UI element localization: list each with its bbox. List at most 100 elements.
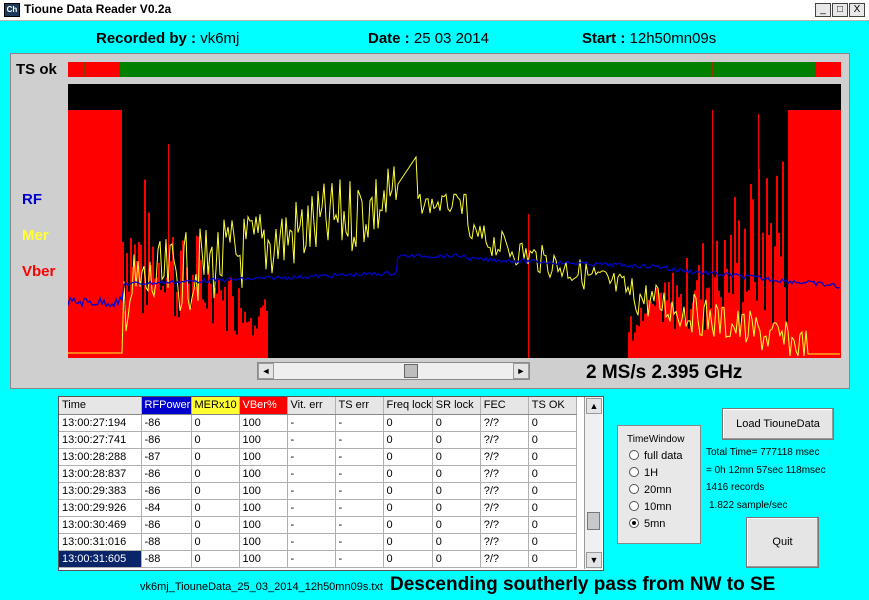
table-cell[interactable]: 13:00:30:469 — [59, 516, 142, 534]
table-cell[interactable]: -86 — [141, 482, 192, 500]
table-cell[interactable]: ?/? — [480, 499, 529, 517]
table-cell[interactable]: 13:00:31:016 — [59, 533, 142, 551]
radio-10mn[interactable]: 10mn — [629, 501, 672, 513]
table-cell[interactable]: 0 — [432, 516, 481, 534]
table-cell[interactable]: - — [287, 448, 336, 466]
maximize-button[interactable]: □ — [832, 3, 848, 17]
table-cell[interactable]: 0 — [191, 482, 240, 500]
table-row[interactable]: 13:00:28:288 -87 0 100- -0 0 ?/? 0 — [59, 448, 577, 466]
radio-circle-icon[interactable] — [629, 484, 639, 494]
radio-5mn[interactable]: 5mn — [629, 518, 665, 530]
table-cell[interactable]: 0 — [191, 414, 240, 432]
table-cell[interactable]: ?/? — [480, 533, 529, 551]
table-cell[interactable]: 0 — [528, 414, 577, 432]
col-sr-lock[interactable]: SR lock — [432, 397, 481, 415]
table-cell[interactable]: 0 — [432, 448, 481, 466]
table-row[interactable]: 13:00:29:926 -84 0 100- -0 0 ?/? 0 — [59, 499, 577, 517]
minimize-button[interactable]: _ — [815, 3, 831, 17]
grid-scroll-thumb[interactable] — [587, 512, 600, 530]
table-cell[interactable]: 100 — [239, 465, 288, 483]
table-cell[interactable]: 0 — [191, 533, 240, 551]
table-cell[interactable]: - — [335, 550, 384, 568]
table-cell[interactable]: - — [335, 414, 384, 432]
table-cell[interactable]: -88 — [141, 550, 192, 568]
table-cell[interactable]: 0 — [432, 482, 481, 500]
table-cell[interactable]: ?/? — [480, 516, 529, 534]
table-cell[interactable]: 0 — [432, 465, 481, 483]
table-cell[interactable]: 0 — [528, 516, 577, 534]
table-cell[interactable]: - — [335, 482, 384, 500]
table-cell[interactable]: 13:00:27:194 — [59, 414, 142, 432]
table-cell[interactable]: 100 — [239, 516, 288, 534]
grid-scroll-down-button[interactable]: ▼ — [586, 552, 602, 568]
col-vit-err[interactable]: Vit. err — [287, 397, 336, 415]
table-cell[interactable]: ?/? — [480, 431, 529, 449]
table-cell[interactable]: 0 — [191, 465, 240, 483]
grid-scrollbar[interactable]: ▲ ▼ — [584, 397, 602, 569]
table-cell[interactable]: - — [287, 499, 336, 517]
table-row[interactable]: 13:00:27:194 -86 0 100- -0 0 ?/? 0 — [59, 414, 577, 432]
table-cell[interactable]: 100 — [239, 533, 288, 551]
table-cell[interactable]: 0 — [528, 499, 577, 517]
table-cell[interactable]: - — [335, 516, 384, 534]
table-cell[interactable]: 0 — [191, 516, 240, 534]
grid-scroll-up-button[interactable]: ▲ — [586, 398, 602, 414]
table-row[interactable]: 13:00:29:383 -86 0 100- -0 0 ?/? 0 — [59, 482, 577, 500]
col-freq-lock[interactable]: Freq lock — [383, 397, 433, 415]
col-vber[interactable]: VBer% — [239, 397, 288, 415]
data-grid[interactable]: Time RFPower MERx10 VBer% Vit. err TS er… — [58, 396, 604, 571]
radio-selected-icon[interactable] — [629, 518, 639, 528]
table-cell[interactable]: 0 — [528, 448, 577, 466]
table-cell[interactable]: 0 — [528, 550, 577, 568]
table-cell[interactable]: - — [287, 465, 336, 483]
table-cell[interactable]: 0 — [191, 499, 240, 517]
table-cell[interactable]: 0 — [383, 448, 433, 466]
table-cell[interactable]: - — [335, 465, 384, 483]
table-cell[interactable]: - — [287, 414, 336, 432]
table-cell[interactable]: ?/? — [480, 482, 529, 500]
table-cell[interactable]: 0 — [383, 516, 433, 534]
table-row[interactable]: 13:00:31:605 -88 0 100- -0 0 ?/? 0 — [59, 550, 577, 568]
table-cell[interactable]: 0 — [528, 431, 577, 449]
table-cell[interactable]: 13:00:28:837 — [59, 465, 142, 483]
table-cell[interactable]: - — [335, 431, 384, 449]
table-cell[interactable]: -84 — [141, 499, 192, 517]
table-cell[interactable]: ?/? — [480, 448, 529, 466]
table-cell[interactable]: - — [287, 516, 336, 534]
table-cell[interactable]: 0 — [191, 448, 240, 466]
load-tiounedata-button[interactable]: Load TiouneData — [722, 408, 834, 440]
table-cell[interactable]: 0 — [191, 550, 240, 568]
table-cell[interactable]: - — [287, 431, 336, 449]
col-merx10[interactable]: MERx10 — [191, 397, 240, 415]
table-cell[interactable]: 0 — [383, 533, 433, 551]
table-cell[interactable]: 100 — [239, 550, 288, 568]
table-row[interactable]: 13:00:31:016 -88 0 100- -0 0 ?/? 0 — [59, 533, 577, 551]
table-cell[interactable]: 100 — [239, 448, 288, 466]
table-cell[interactable]: 0 — [383, 550, 433, 568]
scroll-left-button[interactable]: ◄ — [258, 363, 274, 379]
col-fec[interactable]: FEC — [480, 397, 529, 415]
table-cell[interactable]: 13:00:28:288 — [59, 448, 142, 466]
scroll-right-button[interactable]: ► — [513, 363, 529, 379]
table-cell[interactable]: - — [335, 448, 384, 466]
radio-full-data[interactable]: full data — [629, 450, 683, 462]
table-cell[interactable]: 0 — [191, 431, 240, 449]
col-ts-ok[interactable]: TS OK — [528, 397, 577, 415]
table-cell[interactable]: 0 — [383, 482, 433, 500]
table-cell[interactable]: 0 — [383, 499, 433, 517]
table-cell[interactable]: 0 — [432, 533, 481, 551]
col-ts-err[interactable]: TS err — [335, 397, 384, 415]
table-cell[interactable]: -88 — [141, 533, 192, 551]
table-cell[interactable]: 100 — [239, 414, 288, 432]
table-cell[interactable]: 0 — [432, 414, 481, 432]
table-cell[interactable]: - — [335, 499, 384, 517]
table-cell[interactable]: 0 — [432, 431, 481, 449]
table-cell[interactable]: ?/? — [480, 550, 529, 568]
table-cell[interactable]: - — [287, 550, 336, 568]
table-cell[interactable]: 13:00:29:926 — [59, 499, 142, 517]
table-cell[interactable]: 0 — [528, 533, 577, 551]
table-cell[interactable]: - — [287, 533, 336, 551]
table-cell[interactable]: ?/? — [480, 465, 529, 483]
scroll-thumb[interactable] — [404, 364, 418, 378]
col-time[interactable]: Time — [59, 397, 142, 415]
